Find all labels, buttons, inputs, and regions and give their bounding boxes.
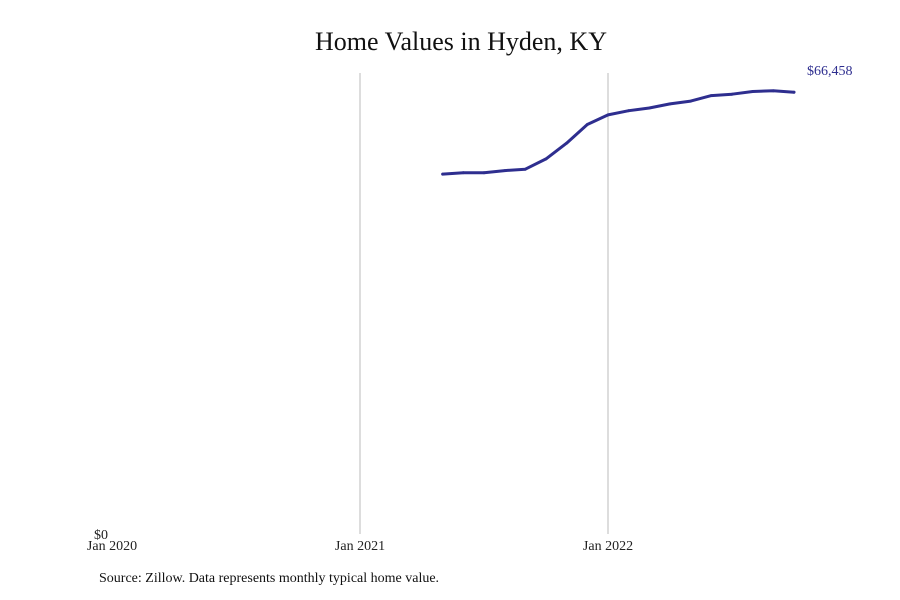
data-point (792, 90, 796, 94)
y-tick-label: $0 (94, 528, 108, 543)
x-tick-label: Jan 2022 (583, 539, 633, 554)
data-point (627, 109, 631, 113)
x-tick-label: Jan 2021 (335, 539, 385, 554)
axis-ticks: Jan 2020 Jan 2021 Jan 2022 $0 (87, 528, 633, 554)
data-point (751, 90, 755, 93)
data-point (461, 171, 465, 175)
data-point (482, 171, 486, 175)
data-point (647, 106, 651, 110)
data-point (544, 157, 548, 161)
data-point (585, 123, 589, 126)
source-note: Source: Zillow. Data represents monthly … (99, 571, 440, 586)
data-point (503, 169, 507, 173)
data-point (606, 113, 610, 117)
data-point (709, 94, 713, 97)
gridlines (359, 73, 609, 534)
data-point (441, 172, 445, 176)
data-point (668, 102, 672, 106)
series-layer (441, 89, 796, 176)
series-line (441, 89, 796, 176)
chart-title: Home Values in Hyden, KY (315, 27, 607, 56)
data-point (689, 99, 693, 103)
data-point (523, 167, 527, 171)
x-tick-label: Jan 2020 (87, 539, 137, 554)
end-value-label: $66,458 (807, 64, 853, 79)
data-point (771, 89, 775, 93)
data-point (730, 92, 734, 96)
data-point (565, 141, 569, 145)
